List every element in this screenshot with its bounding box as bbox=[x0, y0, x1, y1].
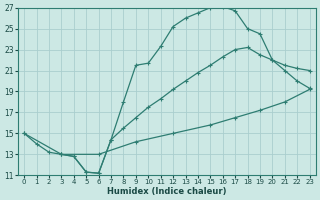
X-axis label: Humidex (Indice chaleur): Humidex (Indice chaleur) bbox=[107, 187, 227, 196]
